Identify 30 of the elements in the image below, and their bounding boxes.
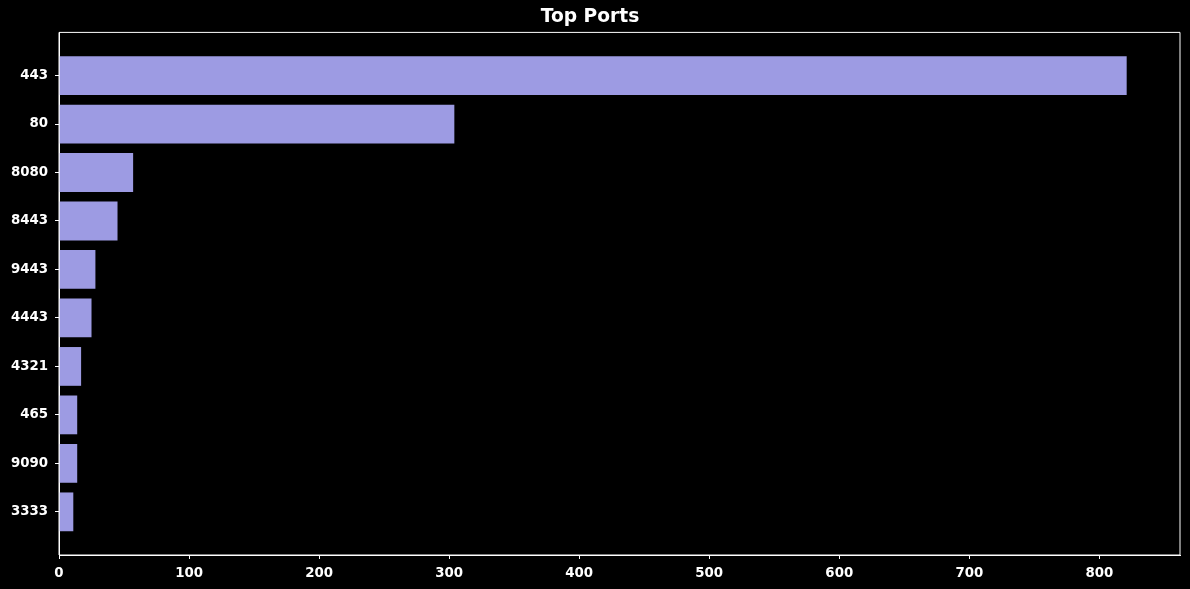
y-tick-label: 8080 bbox=[10, 163, 48, 179]
y-tick-label: 8443 bbox=[10, 212, 48, 228]
y-tick-label: 4321 bbox=[10, 357, 48, 373]
bar bbox=[59, 56, 1127, 95]
y-tick-label: 80 bbox=[29, 115, 48, 131]
bar bbox=[59, 443, 78, 483]
y-tick-label: 3333 bbox=[10, 503, 48, 519]
y-tick-label: 443 bbox=[20, 67, 48, 83]
bar bbox=[59, 395, 78, 435]
x-tick-label: 600 bbox=[825, 565, 854, 581]
x-tick-label: 800 bbox=[1085, 565, 1114, 581]
y-tick-label: 465 bbox=[20, 406, 48, 422]
bar bbox=[59, 153, 134, 192]
y-tick-label: 4443 bbox=[10, 309, 48, 325]
bar bbox=[59, 104, 455, 144]
y-tick-label: 9090 bbox=[10, 454, 48, 470]
bar bbox=[59, 492, 74, 532]
bar bbox=[59, 250, 96, 289]
x-tick-label: 700 bbox=[955, 565, 984, 581]
bar bbox=[59, 347, 82, 386]
y-tick-label: 9443 bbox=[10, 260, 48, 276]
bar bbox=[59, 201, 118, 241]
x-tick-label: 500 bbox=[695, 565, 724, 581]
x-tick-label: 400 bbox=[565, 565, 594, 581]
bar bbox=[59, 298, 92, 338]
x-tick-label: 100 bbox=[175, 565, 203, 581]
x-tick-label: 300 bbox=[435, 565, 464, 581]
x-tick-label: 0 bbox=[54, 565, 64, 581]
chart-title: Top Ports bbox=[540, 5, 640, 27]
x-tick-label: 200 bbox=[305, 565, 334, 581]
